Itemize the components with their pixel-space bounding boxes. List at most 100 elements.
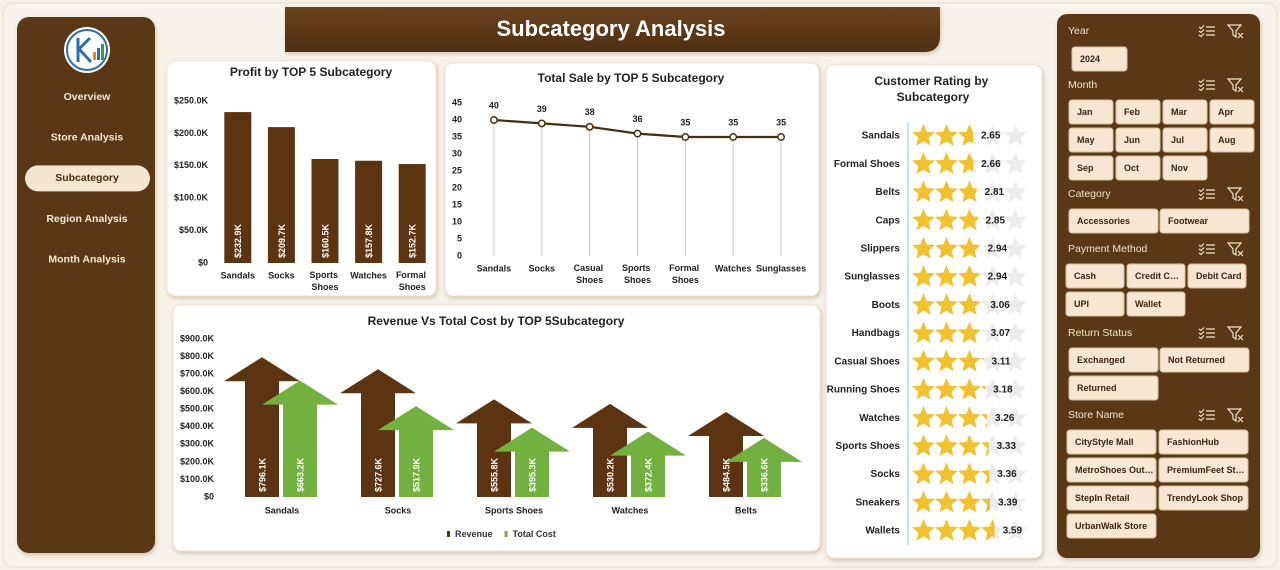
slicer-item[interactable]: UPI (1074, 299, 1089, 309)
clear-filter-icon[interactable] (1226, 326, 1244, 341)
point (681, 133, 690, 141)
slicer-item[interactable]: Credit C… (1135, 271, 1179, 281)
slicer-item[interactable]: Wallet (1135, 299, 1161, 309)
icon-stroke (1198, 417, 1215, 422)
multi-select-icon[interactable] (1198, 79, 1215, 92)
slicer-button[interactable] (1068, 208, 1159, 234)
slicer-button[interactable] (1158, 457, 1249, 483)
slicer-item[interactable]: TrendyLook Shop (1167, 493, 1244, 503)
rating-stars (912, 432, 989, 461)
slicer-item[interactable]: Nov (1171, 163, 1188, 173)
rating-stars (912, 404, 987, 433)
slicer-button[interactable] (1162, 155, 1208, 181)
slicer-label: Payment Method (1068, 243, 1148, 255)
slicer-item[interactable]: Feb (1124, 107, 1141, 117)
slicer-button[interactable] (1068, 347, 1159, 373)
multi-select-icon[interactable] (1198, 188, 1215, 201)
slicer-button[interactable] (1159, 208, 1250, 234)
nav-active (25, 165, 150, 192)
multi-select-icon[interactable] (1198, 243, 1215, 256)
slicer-button[interactable] (1066, 457, 1157, 483)
nav-item[interactable]: Subcategory (55, 172, 119, 184)
slicer-button[interactable] (1068, 375, 1159, 401)
slicer-item[interactable]: Jan (1077, 107, 1093, 117)
multi-select-icon[interactable] (1198, 409, 1215, 422)
value-label: 2.66 (981, 159, 1001, 170)
nav-item[interactable]: Overview (64, 91, 112, 103)
icon-stroke (1226, 187, 1244, 202)
clear-filter-icon[interactable] (1226, 24, 1244, 39)
slicer-item[interactable]: Sep (1077, 163, 1094, 173)
slicer-item[interactable]: StepIn Retail (1075, 493, 1130, 503)
nav-item[interactable]: Store Analysis (51, 131, 124, 143)
clear-filter-icon[interactable] (1226, 408, 1244, 423)
slicer-button[interactable] (1159, 347, 1250, 373)
slicer-item[interactable]: Jun (1124, 135, 1140, 145)
slicer-item[interactable]: CityStyle Mall (1075, 437, 1134, 447)
slicer-button[interactable] (1126, 291, 1186, 317)
slicer-button[interactable] (1162, 127, 1208, 153)
slicer-button[interactable] (1066, 485, 1157, 511)
slicer-button[interactable] (1068, 99, 1114, 125)
value-label: $555.8K (489, 457, 499, 492)
value-label: $796.1K (257, 457, 267, 492)
icon-stroke (1198, 409, 1215, 414)
value-label: 3.26 (995, 413, 1015, 424)
y-tick-label: 5 (457, 233, 462, 243)
slicer-item[interactable]: Returned (1077, 383, 1117, 393)
slicer-button[interactable] (1065, 291, 1125, 317)
x-tick-label: Socks (529, 263, 556, 273)
slicer-item[interactable]: Mar (1171, 107, 1188, 117)
arrow-bar (726, 437, 802, 497)
clear-filter-icon[interactable] (1226, 242, 1244, 257)
clear-filter-icon[interactable] (1226, 187, 1244, 202)
slicer-item[interactable]: Oct (1124, 163, 1139, 173)
slicer-button[interactable] (1162, 99, 1208, 125)
slicer-button[interactable] (1158, 429, 1249, 455)
clear-filter-icon[interactable] (1226, 78, 1244, 93)
slicer-item[interactable]: Accessories (1077, 216, 1130, 226)
y-tick-label: $100.0K (174, 193, 209, 203)
multi-select-icon[interactable] (1198, 25, 1215, 38)
slicer-item[interactable]: PremiumFeet St… (1167, 465, 1245, 475)
slicer-item[interactable]: Debit Card (1196, 271, 1242, 281)
slicer-button[interactable] (1187, 263, 1247, 289)
slicer-item[interactable]: Aug (1218, 135, 1236, 145)
nav-item[interactable]: Month Analysis (48, 254, 125, 266)
slicer-button[interactable] (1209, 99, 1255, 125)
slicer-item[interactable]: UrbanWalk Store (1075, 521, 1147, 531)
slicer-button[interactable] (1158, 485, 1249, 511)
slicer-item[interactable]: 2024 (1080, 54, 1100, 64)
slicer-item[interactable]: Exchanged (1077, 355, 1125, 365)
rating-stars (912, 206, 978, 235)
slicer-button[interactable] (1209, 127, 1255, 153)
slicer-item[interactable]: May (1077, 135, 1095, 145)
slicer-item[interactable]: MetroShoes Out… (1075, 465, 1154, 475)
slicer-button[interactable] (1068, 127, 1114, 153)
slicer-button[interactable] (1068, 155, 1114, 181)
value-label: 40 (489, 100, 499, 110)
slicer-button[interactable] (1115, 127, 1161, 153)
icon-stroke (1198, 79, 1215, 84)
slicer-item[interactable]: Not Returned (1168, 355, 1225, 365)
slicer-button[interactable] (1115, 155, 1161, 181)
slicer-button[interactable] (1066, 513, 1157, 539)
multi-select-icon[interactable] (1198, 327, 1215, 340)
slicer-item[interactable]: FashionHub (1167, 437, 1219, 447)
page-title: Subcategory Analysis (496, 16, 725, 41)
slicer-item[interactable]: Jul (1171, 135, 1184, 145)
slicer-item[interactable]: Footwear (1168, 216, 1209, 226)
slicer-item[interactable]: Cash (1074, 271, 1096, 281)
sidebar (17, 17, 155, 553)
y-tick-label: 20 (452, 182, 462, 192)
slicer-button[interactable] (1071, 46, 1128, 72)
x-tick-label: Watches (350, 270, 387, 280)
slicer-button[interactable] (1065, 263, 1125, 289)
slicer-button[interactable] (1115, 99, 1161, 125)
icon-stroke (1198, 25, 1215, 30)
y-tick-label: 35 (452, 131, 462, 141)
slicer-item[interactable]: Apr (1218, 107, 1234, 117)
nav-item[interactable]: Region Analysis (46, 213, 127, 225)
slicer-button[interactable] (1126, 263, 1186, 289)
slicer-button[interactable] (1066, 429, 1157, 455)
